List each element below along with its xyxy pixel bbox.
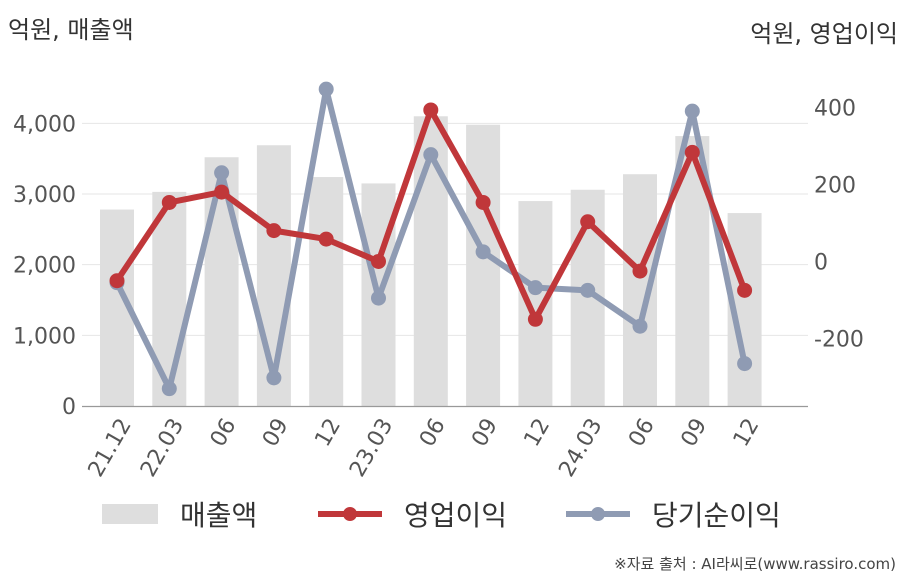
x-tick-label: 09	[467, 414, 503, 451]
right-tick-label: -200	[814, 328, 864, 353]
operating-profit-point	[423, 102, 439, 118]
line-series	[109, 81, 753, 397]
legend-label-operating: 영업이익	[404, 499, 508, 532]
x-tick-label: 23.03	[345, 414, 398, 481]
operating-profit-point	[737, 282, 753, 298]
x-tick-label: 12	[310, 414, 346, 451]
operating-profit-point	[318, 231, 334, 247]
x-tick-label: 12	[520, 414, 556, 451]
x-tick-label: 06	[206, 414, 242, 451]
revenue-bar	[623, 174, 657, 406]
net-income-point	[632, 318, 648, 334]
x-tick-label: 06	[624, 414, 660, 451]
net-income-point	[580, 282, 596, 298]
net-income-point	[423, 147, 439, 163]
legend-label-revenue: 매출액	[180, 499, 258, 532]
left-tick-label: 1,000	[13, 324, 76, 349]
operating-profit-point	[161, 194, 177, 210]
left-axis-ticks: 0 1,000 2,000 3,000 4,000	[13, 112, 76, 420]
x-axis-ticks: 21.12 22.03 06 09 12 23.03 06 09 12 24.03 06 09 12	[84, 414, 765, 481]
net-income-point	[371, 290, 386, 306]
operating-profit-point	[214, 184, 230, 200]
operating-profit-point	[684, 144, 700, 160]
legend-swatch-operating	[318, 507, 382, 521]
left-axis-unit-label: 억원, 매출액	[8, 16, 134, 44]
x-tick-label: 22.03	[136, 414, 189, 481]
net-income-point	[527, 280, 543, 296]
x-tick-label: 06	[415, 414, 451, 451]
left-tick-label: 2,000	[13, 254, 76, 279]
right-axis-ticks: -200 0 200 400	[814, 96, 864, 352]
right-tick-label: 0	[814, 250, 828, 275]
legend-swatch-net	[566, 507, 630, 521]
right-tick-label: 400	[814, 96, 856, 121]
net-income-point	[684, 103, 700, 119]
net-income-point	[475, 244, 491, 260]
revenue-bar	[309, 177, 344, 406]
revenue-bar	[466, 124, 501, 406]
x-tick-label: 12	[729, 414, 765, 451]
legend-swatch-revenue	[102, 504, 158, 524]
operating-profit-point	[266, 223, 282, 239]
x-tick-label: 09	[677, 414, 713, 451]
left-tick-label: 3,000	[13, 183, 76, 208]
x-tick-label: 21.12	[84, 414, 137, 481]
net-income-point	[737, 356, 753, 372]
operating-profit-point	[527, 311, 543, 327]
net-income-point	[266, 370, 282, 386]
revenue-bar	[413, 116, 448, 407]
net-income-point	[161, 381, 177, 397]
operating-profit-point	[371, 253, 386, 269]
legend: 매출액 영업이익 당기순이익	[0, 492, 908, 536]
operating-profit-point	[109, 273, 125, 289]
left-tick-label: 4,000	[13, 112, 76, 137]
net-income-point	[214, 165, 230, 181]
operating-profit-point	[632, 263, 648, 279]
revenue-bar	[518, 201, 553, 406]
x-tick-label: 09	[258, 414, 294, 451]
operating-profit-point	[580, 214, 596, 230]
legend-label-net: 당기순이익	[652, 499, 781, 532]
legend-item-revenue: 매출액	[102, 492, 257, 536]
operating-profit-point	[475, 194, 491, 210]
left-tick-label: 0	[62, 395, 76, 420]
source-credit: ※자료 출처 : AI라씨로(www.rassiro.com)	[614, 555, 896, 573]
legend-item-net: 당기순이익	[566, 492, 781, 536]
net-income-point	[318, 81, 334, 97]
right-tick-label: 200	[814, 173, 856, 198]
x-tick-label: 24.03	[554, 414, 607, 481]
legend-item-operating: 영업이익	[318, 492, 507, 536]
right-axis-unit-label: 억원, 영업이익	[750, 20, 898, 48]
